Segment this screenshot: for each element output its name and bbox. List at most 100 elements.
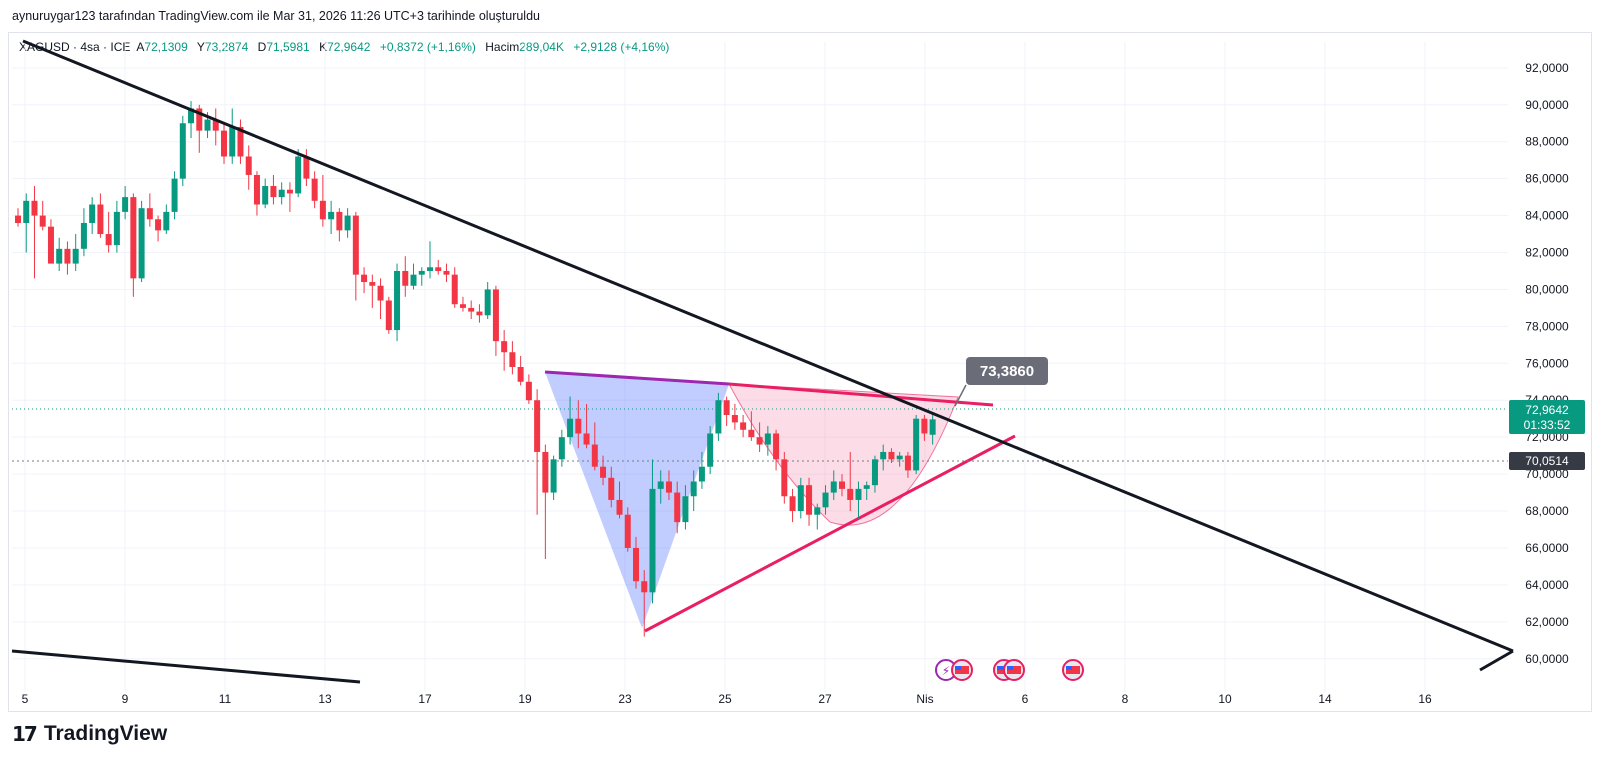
candle — [789, 488, 796, 523]
candle — [23, 193, 30, 253]
candle-body — [47, 226, 54, 264]
candle — [303, 149, 310, 187]
candle — [385, 296, 392, 334]
event-marker-flag[interactable] — [1062, 659, 1084, 681]
candle — [130, 193, 137, 297]
candle-body — [913, 418, 920, 471]
candle — [138, 200, 145, 283]
candle — [64, 241, 71, 275]
change-value: +0,8372 (+1,16%) — [379, 40, 476, 54]
descending-trendline[interactable] — [22, 39, 1514, 653]
candle-body — [64, 248, 71, 264]
candle — [80, 208, 87, 257]
candle — [575, 400, 582, 449]
candle — [295, 149, 302, 198]
candle — [319, 174, 326, 227]
candle — [484, 282, 491, 319]
y-tick-label: 70,0000 — [1525, 467, 1569, 481]
candle — [698, 451, 705, 489]
candle-body — [583, 433, 590, 445]
candle-body — [394, 270, 401, 331]
candle — [707, 426, 714, 475]
candle-body — [575, 418, 582, 434]
candle-body — [221, 130, 227, 157]
candle-body — [534, 400, 541, 452]
candle — [56, 237, 63, 271]
candle-body — [830, 481, 837, 493]
candle-body — [839, 481, 845, 489]
candle-body — [15, 215, 21, 223]
volume-value: 289,04K — [519, 40, 564, 54]
y-tick-label: 90,0000 — [1525, 98, 1569, 112]
candle-body — [921, 418, 928, 434]
candle-body — [451, 274, 458, 305]
candle — [740, 415, 747, 438]
candle-body — [682, 496, 689, 523]
tradingview-logo[interactable]: 17 TradingView — [12, 721, 167, 747]
candle — [657, 470, 664, 504]
candle-body — [517, 367, 524, 382]
candle-body — [113, 211, 120, 246]
event-markers[interactable]: ⚡ — [935, 659, 1084, 681]
x-tick-label: 16 — [1418, 692, 1432, 706]
price-levels — [12, 408, 1508, 462]
candle — [839, 474, 845, 497]
candle-body — [929, 419, 936, 435]
y-tick-label: 60,0000 — [1525, 652, 1569, 666]
x-tick-label: 13 — [318, 692, 332, 706]
candle-body — [80, 222, 87, 249]
price-callout[interactable]: 73,3860 — [954, 357, 1048, 407]
event-marker-flag[interactable] — [1003, 659, 1025, 681]
candle — [814, 503, 821, 530]
candle — [262, 178, 269, 209]
candle-body — [731, 415, 738, 423]
candle-body — [773, 433, 780, 460]
candle — [641, 570, 648, 637]
candle-body — [212, 119, 219, 131]
candle-body — [336, 211, 343, 231]
callout-text: 73,3860 — [980, 363, 1034, 380]
time-axis[interactable]: 5 9 11 13 17 19 23 25 27 Nis 6 8 10 14 16 — [22, 692, 1432, 706]
current-price-tag: 72,9642 01:33:52 — [1509, 400, 1585, 434]
candle-body — [459, 304, 466, 308]
candle — [880, 444, 887, 471]
candle — [451, 267, 458, 308]
x-tick-label: 27 — [818, 692, 832, 706]
candle-body — [764, 433, 771, 445]
candle — [328, 200, 335, 235]
y-tick-label: 68,0000 — [1525, 504, 1569, 518]
candle — [47, 219, 54, 264]
candle-body — [896, 455, 903, 460]
candle-body — [558, 437, 565, 460]
candle — [665, 470, 672, 500]
candle-body — [443, 270, 450, 275]
candle — [286, 182, 293, 212]
candle — [155, 215, 162, 242]
x-tick-label: 17 — [418, 692, 432, 706]
price-axis[interactable]: 92,0000 90,0000 88,0000 86,0000 84,0000 82,00… — [1525, 61, 1569, 666]
candle-body — [633, 547, 639, 582]
candle — [633, 536, 639, 589]
candle-body — [690, 481, 697, 497]
cup-pattern-fill — [728, 383, 959, 526]
current-price-tag-value: 72,9642 — [1525, 403, 1569, 417]
candle-body — [525, 381, 532, 401]
candlestick-series — [15, 101, 936, 637]
x-tick-label: 8 — [1122, 692, 1129, 706]
callout-pointer — [954, 384, 967, 407]
candle — [344, 208, 351, 238]
lower-trendline[interactable] — [11, 649, 361, 684]
candle — [773, 429, 780, 471]
y-tick-label: 78,0000 — [1525, 319, 1569, 333]
countdown-value: 01:33:52 — [1524, 418, 1571, 432]
candle — [221, 123, 227, 164]
candle — [113, 200, 120, 253]
pattern-drawings — [544, 370, 1016, 633]
candle-body — [748, 429, 755, 438]
candle — [567, 396, 574, 445]
candle-body — [402, 270, 409, 286]
candle — [591, 422, 598, 471]
candle — [377, 278, 384, 319]
event-marker-flag[interactable] — [951, 659, 973, 681]
